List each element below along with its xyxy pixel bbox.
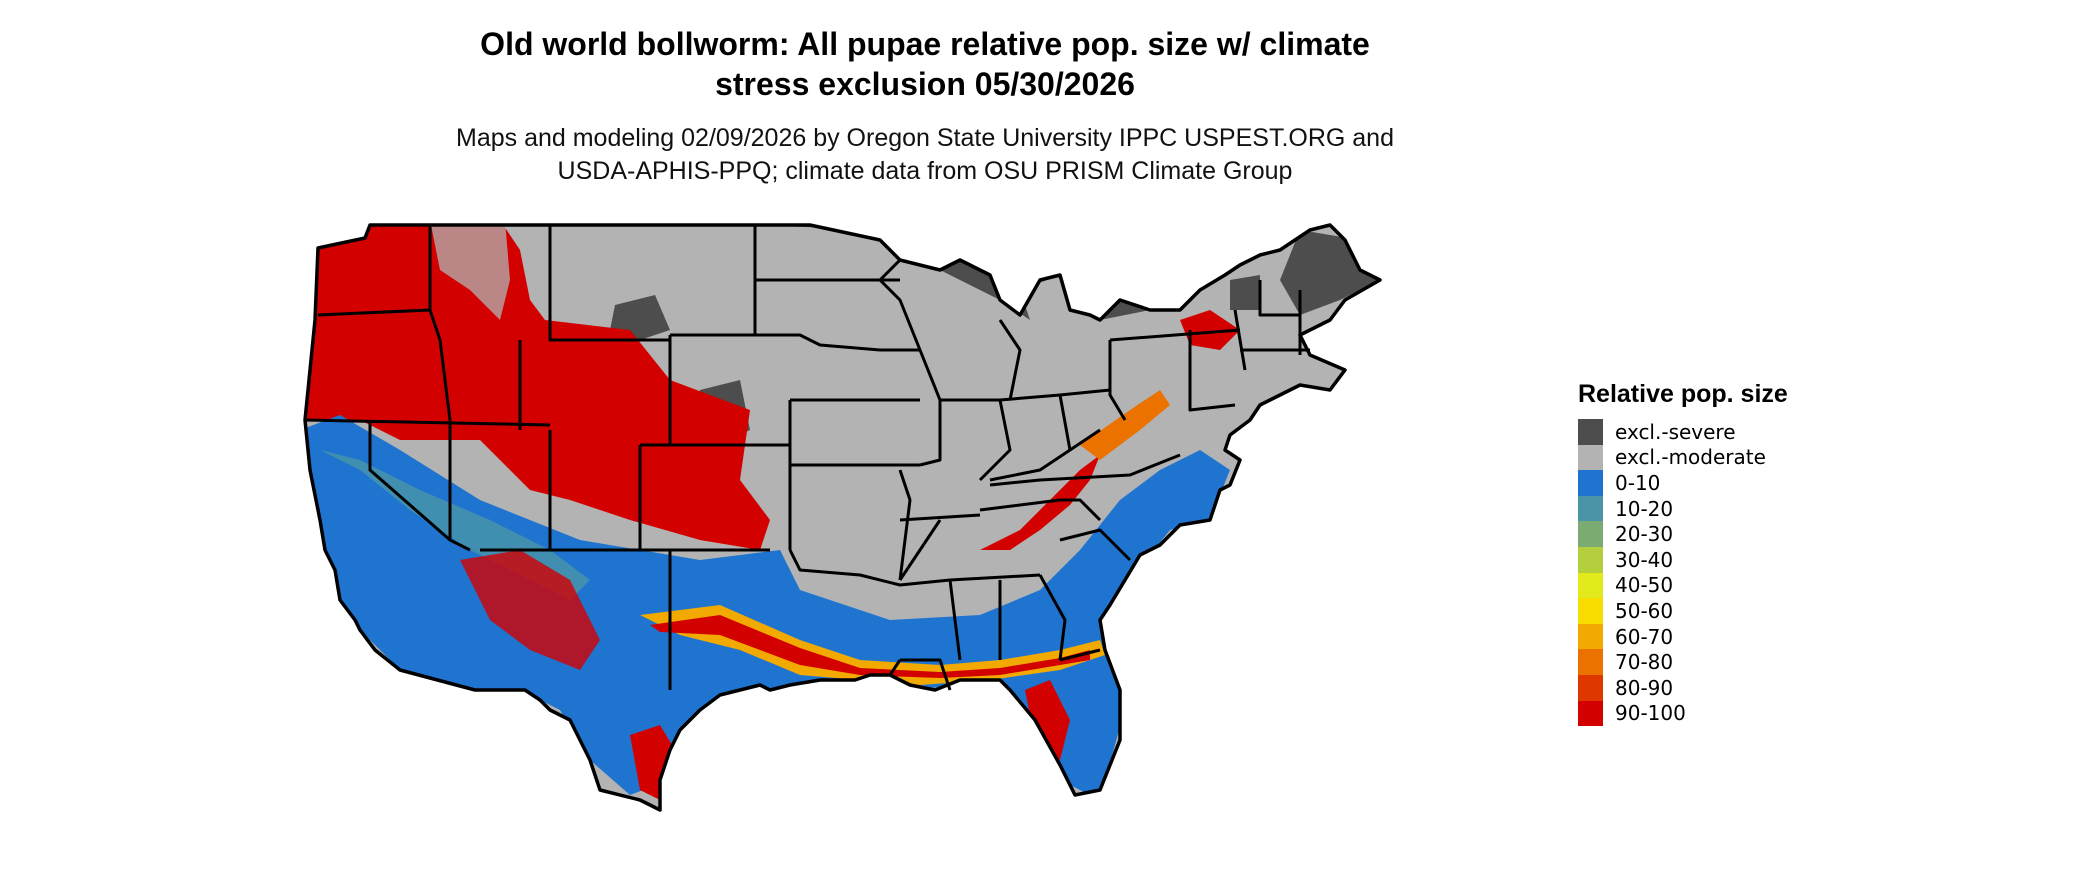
map-subtitle-line1: Maps and modeling 02/09/2026 by Oregon S… [456, 124, 1394, 152]
map-subtitle-line2: USDA-APHIS-PPQ; climate data from OSU PR… [557, 157, 1293, 185]
legend-item: 80-90 [1578, 674, 1788, 701]
legend-label: 10-20 [1615, 496, 1674, 521]
legend-label: 20-30 [1615, 522, 1674, 547]
legend-label: 60-70 [1615, 624, 1674, 649]
legend-swatch [1578, 546, 1603, 573]
legend-label: 30-40 [1615, 547, 1674, 572]
legend-swatch [1578, 470, 1603, 496]
legend-item: excl.-moderate [1578, 444, 1788, 471]
legend-label: 80-90 [1615, 675, 1674, 700]
legend-label: 40-50 [1615, 573, 1674, 598]
legend-swatch [1578, 495, 1603, 522]
legend-item: 20-30 [1578, 521, 1788, 547]
legend-swatch [1578, 572, 1603, 599]
legend-item: 60-70 [1578, 623, 1788, 650]
us-map [303, 223, 1382, 812]
legend-item: 10-20 [1578, 495, 1788, 522]
state-borders [304, 225, 1310, 691]
legend-item: 70-80 [1578, 649, 1788, 675]
legend-swatch [1578, 623, 1603, 650]
legend-item: 50-60 [1578, 598, 1788, 624]
legend-label: 50-60 [1615, 598, 1674, 623]
map-subtitle: Maps and modeling 02/09/2026 by Oregon S… [0, 122, 1850, 188]
legend-swatch [1578, 419, 1603, 445]
legend-item: 40-50 [1578, 572, 1788, 599]
legend-label: 0-10 [1615, 470, 1661, 495]
legend-label: 70-80 [1615, 650, 1674, 675]
legend-item: excl.-severe [1578, 419, 1788, 445]
legend-label: excl.-severe [1615, 419, 1736, 444]
map-title-line2: stress exclusion 05/30/2026 [715, 66, 1135, 102]
legend-swatch [1578, 674, 1603, 701]
legend-label: excl.-moderate [1615, 445, 1766, 470]
legend-item: 30-40 [1578, 546, 1788, 573]
us-outline [303, 223, 1382, 812]
legend-title: Relative pop. size [1578, 380, 1788, 408]
legend-swatch [1578, 521, 1603, 547]
map-title-line1: Old world bollworm: All pupae relative p… [480, 26, 1370, 62]
legend-label: 90-100 [1615, 701, 1686, 726]
map-legend: Relative pop. size excl.-severe excl.-mo… [1578, 380, 1788, 727]
legend-swatch [1578, 700, 1603, 727]
legend-swatch [1578, 598, 1603, 624]
map-title: Old world bollworm: All pupae relative p… [0, 24, 1850, 104]
legend-item: 90-100 [1578, 700, 1788, 727]
map-fill-layers [305, 225, 1380, 810]
legend-items: excl.-severe excl.-moderate 0-10 10-20 2… [1578, 419, 1788, 727]
legend-swatch [1578, 444, 1603, 471]
legend-swatch [1578, 649, 1603, 675]
legend-item: 0-10 [1578, 470, 1788, 496]
